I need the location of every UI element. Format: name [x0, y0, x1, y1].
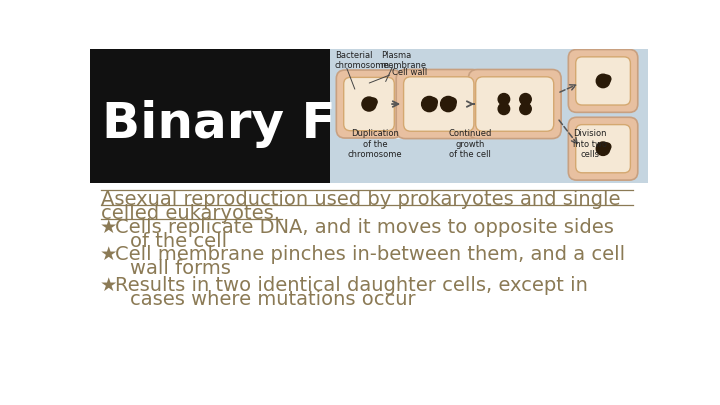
Circle shape [362, 97, 376, 111]
FancyBboxPatch shape [90, 49, 330, 183]
FancyBboxPatch shape [336, 70, 402, 138]
Circle shape [596, 142, 610, 156]
Text: Plasma
membrane: Plasma membrane [381, 51, 427, 70]
Circle shape [441, 96, 456, 112]
Text: Cell membrane pinches in-between them, and a cell: Cell membrane pinches in-between them, a… [114, 245, 625, 264]
Circle shape [603, 143, 611, 150]
Circle shape [449, 98, 456, 106]
Circle shape [603, 75, 611, 83]
FancyBboxPatch shape [330, 49, 648, 183]
FancyBboxPatch shape [476, 77, 554, 131]
Circle shape [596, 74, 610, 87]
Text: Cell wall: Cell wall [392, 68, 428, 77]
FancyBboxPatch shape [568, 117, 638, 180]
FancyBboxPatch shape [568, 49, 638, 112]
Circle shape [520, 103, 531, 115]
FancyBboxPatch shape [343, 77, 395, 131]
Circle shape [369, 98, 377, 106]
FancyBboxPatch shape [396, 70, 481, 139]
Text: of the cell: of the cell [130, 232, 228, 251]
Text: ★: ★ [99, 245, 117, 264]
Circle shape [498, 94, 510, 105]
Circle shape [498, 103, 510, 115]
Circle shape [430, 98, 437, 106]
Text: Binary Fissio: Binary Fissio [102, 100, 464, 148]
Text: Division
into two
cells: Division into two cells [573, 130, 607, 159]
Text: Bacterial
chromosome: Bacterial chromosome [335, 51, 390, 70]
FancyBboxPatch shape [576, 57, 631, 105]
Text: ★: ★ [99, 218, 117, 237]
Text: cases where mutations occur: cases where mutations occur [130, 290, 416, 309]
FancyBboxPatch shape [576, 125, 631, 173]
Text: Results in two identical daughter cells, except in: Results in two identical daughter cells,… [114, 276, 588, 295]
Circle shape [422, 96, 437, 112]
Text: wall forms: wall forms [130, 259, 231, 278]
Circle shape [520, 94, 531, 105]
FancyBboxPatch shape [404, 77, 474, 131]
Text: Cells replicate DNA, and it moves to opposite sides: Cells replicate DNA, and it moves to opp… [114, 218, 613, 237]
Text: Continued
growth
of the cell: Continued growth of the cell [448, 130, 492, 159]
Text: ★: ★ [99, 276, 117, 295]
Text: Duplication
of the
chromosome: Duplication of the chromosome [348, 130, 402, 159]
FancyBboxPatch shape [468, 70, 561, 139]
Text: Asexual reproduction used by prokaryotes and single: Asexual reproduction used by prokaryotes… [101, 190, 621, 209]
Text: celled eukaryotes.: celled eukaryotes. [101, 204, 280, 223]
